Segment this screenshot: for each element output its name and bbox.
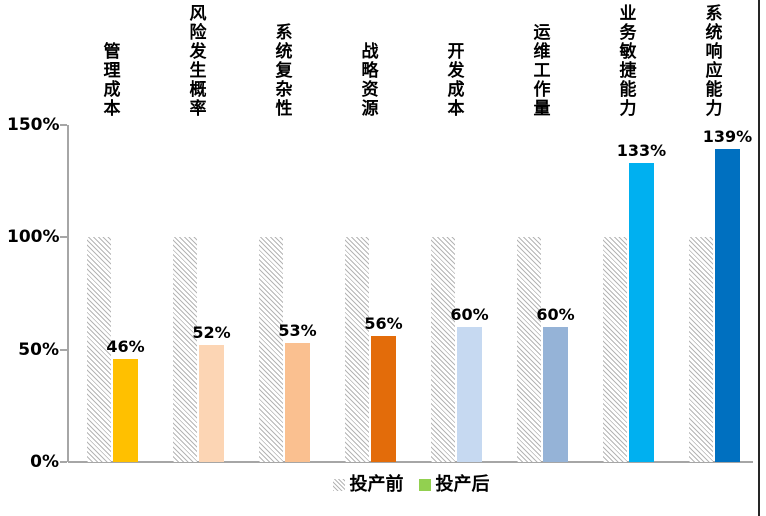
bar-pre-production (173, 237, 197, 462)
bar-value-label: 53% (278, 320, 317, 340)
y-axis-tick (60, 461, 67, 463)
bar-post-production (113, 358, 138, 462)
legend-swatch-pre-production (332, 479, 345, 491)
y-axis-line (67, 124, 69, 462)
bar-post-production (285, 342, 310, 462)
bar-pre-production (87, 237, 111, 462)
category-label: 战略资源 (357, 42, 378, 118)
bar-pre-production (431, 237, 455, 462)
bar-value-label: 46% (106, 336, 145, 356)
bar-value-label: 139% (702, 127, 753, 147)
legend-swatch-post-production (418, 479, 431, 491)
bar-post-production (543, 327, 568, 462)
bar-pre-production (345, 237, 369, 462)
legend-item-pre-production: 投产前 (332, 474, 404, 495)
y-axis-label: 100% (7, 227, 60, 247)
bar-pre-production (689, 237, 713, 462)
right-border-line (758, 0, 760, 516)
chart-legend: 投产前 投产后 (68, 475, 754, 495)
bar-value-label: 133% (616, 140, 667, 160)
y-axis-tick (60, 236, 67, 238)
y-axis-tick (60, 123, 67, 126)
category-label: 运维工作量 (529, 23, 550, 118)
category-label: 系统复杂性 (271, 23, 292, 118)
category-label: 开发成本 (443, 42, 464, 118)
y-axis-label: 150% (7, 114, 60, 135)
y-axis-label: 0% (30, 452, 59, 472)
legend-label: 投产后 (435, 474, 490, 495)
y-axis-label: 50% (18, 339, 59, 360)
bar-pre-production (517, 237, 541, 462)
bar-post-production (457, 327, 482, 462)
bar-post-production (629, 162, 654, 462)
x-axis-line (68, 461, 753, 463)
bar-value-label: 56% (364, 314, 403, 333)
legend-item-post-production: 投产后 (418, 474, 490, 495)
legend-label: 投产前 (349, 474, 404, 495)
category-label: 业务敏捷能力 (615, 4, 636, 118)
bar-value-label: 52% (192, 323, 231, 342)
bar-pre-production (259, 237, 283, 462)
bar-post-production (199, 345, 224, 462)
category-label: 系统响应能力 (701, 4, 722, 118)
bar-post-production (715, 149, 740, 462)
bar-post-production (371, 336, 396, 462)
category-label: 风险发生概率 (185, 4, 206, 118)
bar-value-label: 60% (450, 305, 489, 324)
bar-pre-production (603, 237, 627, 462)
bar-value-label: 60% (536, 305, 575, 324)
category-label: 管理成本 (99, 42, 120, 118)
y-axis-tick (60, 348, 67, 351)
